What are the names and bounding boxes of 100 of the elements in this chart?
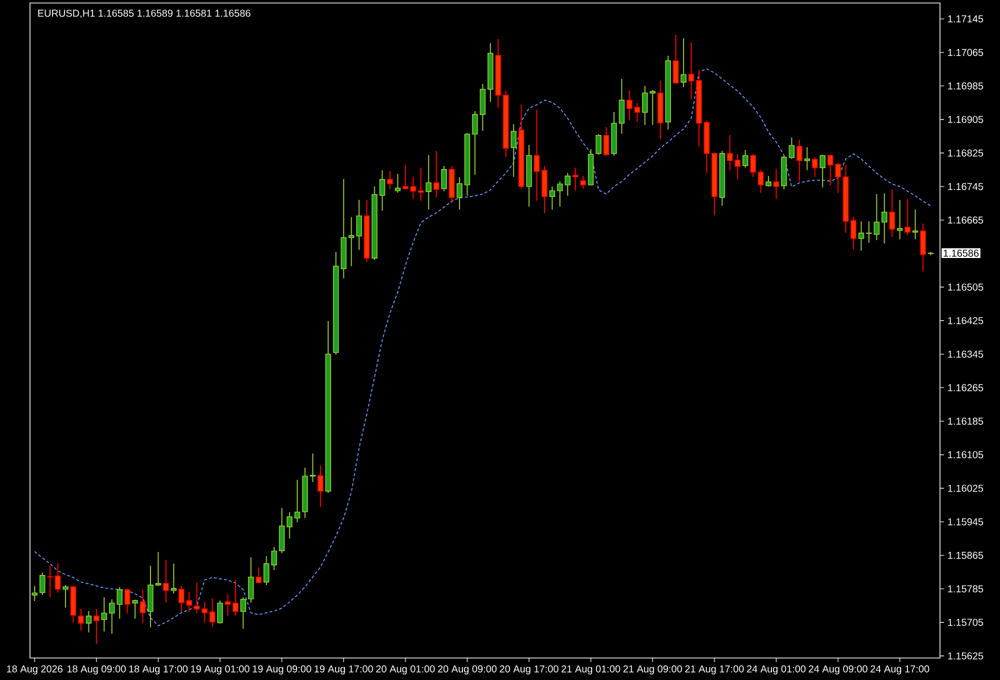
candlestick [356,199,362,250]
candlestick [572,167,578,192]
candlestick [688,41,694,100]
candlestick [750,153,756,178]
candlestick [672,34,679,84]
candlestick [796,139,802,182]
candlestick [47,565,53,598]
candlestick [86,610,92,633]
x-tick-label: 24 Aug 09:00 [808,665,868,674]
y-tick-label: 1.15785 [948,585,984,592]
candlestick [163,559,169,604]
candlestick [827,154,834,186]
candlestick [32,585,38,602]
candlestick [766,176,772,188]
candlestick [178,585,184,612]
candlestick [94,608,100,644]
candlestick [580,176,586,190]
candlestick [410,176,416,200]
y-tick-label: 1.15625 [948,652,984,660]
y-tick-label: 1.16825 [948,149,984,157]
candlestick [132,599,138,620]
candlestick [62,584,68,608]
y-tick-label: 1.16025 [948,484,984,492]
x-tick-label: 20 Aug 01:00 [376,665,435,674]
x-tick-label: 20 Aug 17:00 [500,665,558,674]
candlestick [896,199,903,240]
candlestick [773,168,780,200]
x-tick-label: 21 Aug 17:00 [685,665,744,674]
candlestick [904,198,910,236]
candlestick [101,596,108,632]
y-tick-label: 1.16745 [948,182,984,190]
candlestick [618,78,625,134]
candlestick [194,582,200,614]
candlestick [534,109,540,202]
candlestick [650,90,656,126]
x-tick-label: 18 Aug 17:00 [129,665,188,674]
candlestick [835,162,841,194]
candlestick [310,452,316,482]
x-tick-label: 18 Aug 09:00 [67,665,126,674]
candlestick [155,551,162,586]
candlestick [820,154,826,188]
candlestick [248,556,254,604]
candlestick [866,220,872,244]
candlestick [232,580,238,616]
candlestick [920,222,926,272]
candlestick [140,589,146,624]
candlestick [418,167,424,202]
candlestick [402,164,408,190]
candlestick [379,170,386,212]
candlestick [170,563,177,594]
candlestick [882,192,888,244]
candlestick [758,170,764,194]
candlestick [557,181,563,208]
x-tick-label: 24 Aug 17:00 [870,665,930,674]
y-tick-label: 1.15865 [948,552,984,559]
y-tick-label: 1.16505 [948,284,984,291]
candlestick [78,608,84,632]
candlestick [39,572,46,596]
candlestick [549,186,556,210]
line-series [34,68,932,626]
candlestick [680,38,686,88]
y-tick-label: 1.16425 [948,317,984,324]
x-tick-label: 24 Aug 01:00 [746,665,806,674]
candlestick [256,566,262,584]
candlestick [596,134,602,156]
candlestick [642,85,648,126]
y-tick-label: 1.15705 [948,618,984,626]
candlestick [441,166,447,192]
candlestick [124,588,130,614]
candlestick [209,598,216,628]
candlestick [858,220,864,252]
candlestick [742,150,748,168]
y-tick-label: 1.16265 [948,384,984,392]
x-tick-label: 21 Aug 01:00 [562,665,620,674]
candlestick [889,188,895,238]
y-tick-label: 1.16185 [948,418,984,425]
y-tick-label: 1.17065 [948,48,984,56]
candlestick [874,194,880,241]
candlestick [186,591,192,612]
text: EURUSD,H1 1.16585 1.16589 1.16581 1.16586 [38,10,250,18]
candlestick [318,465,324,508]
candlestick [634,102,640,122]
candlestick [54,562,61,594]
candlestick [850,216,856,250]
candlestick [812,156,818,178]
y-tick-label: 1.16905 [948,116,984,124]
candlestick [240,596,246,630]
candlestick [387,170,393,190]
y-tick-label: 1.16665 [948,216,984,224]
x-tick-label: 19 Aug 01:00 [191,665,250,674]
candlestick [348,216,354,267]
x-tick-label: 20 Aug 09:00 [438,665,497,674]
y-tick-label: 1.15945 [948,518,984,526]
candlestick [603,126,610,156]
candlestick [202,601,208,624]
candlestick [626,90,632,121]
y-tick-label: 1.16345 [948,350,984,358]
y-tick-label: 1.17145 [948,15,984,22]
candlestick [510,124,516,178]
y-tick-label: 1.16985 [948,82,984,90]
